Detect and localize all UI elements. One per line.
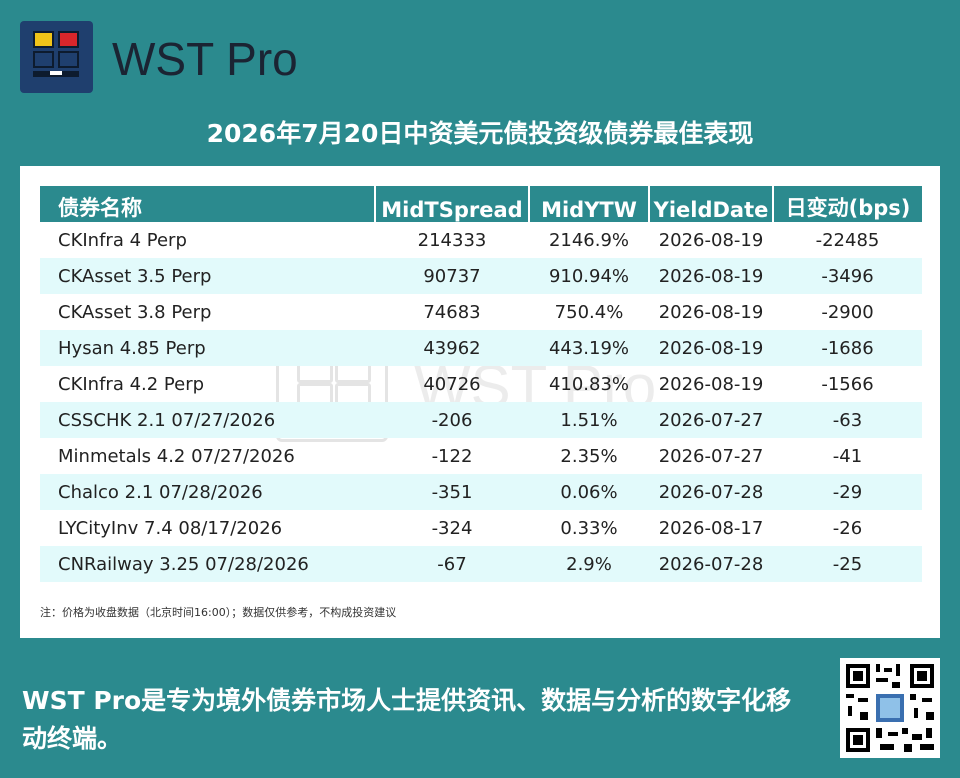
cell-bond-name: CNRailway 3.25 07/28/2026 [40,546,375,582]
table-row: CKInfra 4.2 Perp 40726 410.83% 2026-08-1… [40,366,922,402]
cell-midtspread: -67 [375,546,529,582]
cell-midtspread: -206 [375,402,529,438]
cell-midtspread: -351 [375,474,529,510]
cell-bond-name: CKAsset 3.8 Perp [58,301,212,323]
cell-daily-change: -29 [773,474,922,510]
tagline: WST Pro是专为境外债券市场人士提供资讯、数据与分析的数字化移动终端。 [22,686,792,753]
cell-daily-change: -3496 [773,258,922,294]
table-row: Hysan 4.85 Perp 43962 443.19% 2026-08-19… [40,330,922,366]
table-row: CNRailway 3.25 07/28/2026 -67 2.9% 2026-… [40,546,922,582]
cell-midytw: 2.35% [560,445,618,467]
cell-midtspread: -324 [431,517,473,539]
cell-bond-name: CKAsset 3.5 Perp [40,258,375,294]
cell-midytw: 0.33% [560,517,618,539]
logo-text: WST Pro [112,33,298,85]
table-row: CSSCHK 2.1 07/27/2026 -206 1.51% 2026-07… [40,402,922,438]
cell-midytw: 750.4% [554,301,624,323]
cell-midtspread: 74683 [423,301,481,323]
cell-daily-change: -25 [773,546,922,582]
cell-yielddate: 2026-08-19 [658,229,764,251]
cell-midtspread: -122 [431,445,473,467]
qr-code-icon [840,658,940,758]
column-header: YieldDate [649,186,774,222]
cell-yielddate: 2026-07-28 [649,474,773,510]
table-row: CKAsset 3.8 Perp 74683 750.4% 2026-08-19… [40,294,922,330]
table-row: CKAsset 3.5 Perp 90737 910.94% 2026-08-1… [40,258,922,294]
cell-bond-name: CSSCHK 2.1 07/27/2026 [40,402,375,438]
cell-daily-change: -41 [832,445,863,467]
cell-midtspread: 40726 [423,373,481,395]
table-header-row: 债券名称 MidTSpread MidYTW YieldDate 日变动(bps… [40,186,922,222]
cell-yielddate: 2026-08-19 [649,330,773,366]
cell-yielddate: 2026-07-28 [649,546,773,582]
cell-bond-name: LYCityInv 7.4 08/17/2026 [58,517,283,539]
cell-bond-name: Chalco 2.1 07/28/2026 [40,474,375,510]
cell-yielddate: 2026-07-27 [658,445,764,467]
column-header: MidTSpread [375,186,530,222]
table-row: CKInfra 4 Perp 214333 2146.9% 2026-08-19… [40,222,922,258]
cell-midytw: 0.06% [529,474,649,510]
cell-daily-change: -1566 [821,373,874,395]
cell-midytw: 2146.9% [548,229,630,251]
cell-midtspread: 214333 [417,229,487,251]
cell-yielddate: 2026-08-17 [658,517,764,539]
cell-bond-name: Minmetals 4.2 07/27/2026 [58,445,295,467]
cell-daily-change: -63 [773,402,922,438]
column-header: MidYTW [529,186,650,222]
cell-bond-name: Hysan 4.85 Perp [40,330,375,366]
footnote: 注：价格为收盘数据（北京时间16:00）；数据仅供参考，不构成投资建议 [40,606,397,619]
cell-yielddate: 2026-08-19 [658,373,764,395]
cell-midtspread: 43962 [375,330,529,366]
cell-bond-name: CKInfra 4 Perp [58,229,187,251]
cell-bond-name: CKInfra 4.2 Perp [58,373,205,395]
cell-midytw: 1.51% [529,402,649,438]
column-header: 日变动(bps) [773,186,922,222]
cell-midytw: 443.19% [529,330,649,366]
cell-midytw: 410.83% [548,373,630,395]
table-panel: WST Pro 债券名称 MidTSpread MidYTW YieldDate… [20,166,940,638]
cell-daily-change: -2900 [821,301,874,323]
table-row: Chalco 2.1 07/28/2026 -351 0.06% 2026-07… [40,474,922,510]
cell-midytw: 2.9% [529,546,649,582]
cell-midtspread: 90737 [375,258,529,294]
page-title: 2026年7月20日中资美元债投资级债券最佳表现 [206,119,754,148]
logo-icon [20,21,93,93]
cell-yielddate: 2026-08-19 [658,301,764,323]
cell-daily-change: -1686 [773,330,922,366]
cell-yielddate: 2026-08-19 [649,258,773,294]
table-row: LYCityInv 7.4 08/17/2026 -324 0.33% 2026… [40,510,922,546]
bond-table: 债券名称 MidTSpread MidYTW YieldDate 日变动(bps… [40,186,922,582]
cell-midytw: 910.94% [529,258,649,294]
column-header: 债券名称 [40,186,376,222]
table-row: Minmetals 4.2 07/27/2026 -122 2.35% 2026… [40,438,922,474]
cell-daily-change: -22485 [815,229,880,251]
cell-daily-change: -26 [832,517,863,539]
cell-yielddate: 2026-07-27 [649,402,773,438]
